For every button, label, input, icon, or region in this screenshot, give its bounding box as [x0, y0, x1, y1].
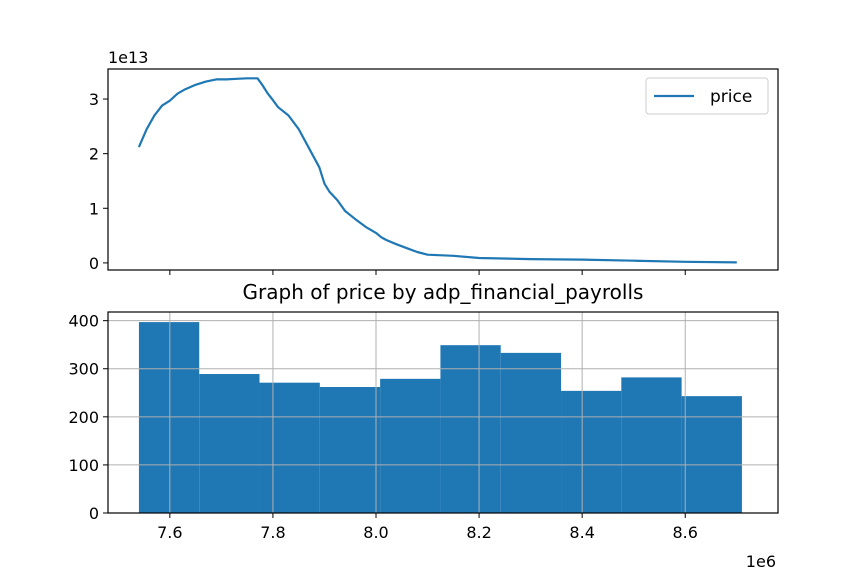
x-tick-label: 8.4	[569, 523, 594, 542]
y-tick-label: 0	[89, 504, 99, 523]
x-tick-label: 7.8	[260, 523, 285, 542]
x-offset-label: 1e6	[746, 552, 776, 571]
histogram-bar	[138, 322, 200, 513]
histogram-bar	[380, 378, 441, 513]
histogram-bar	[500, 352, 562, 513]
histogram-bar	[199, 374, 260, 513]
series-line-price	[137, 77, 737, 264]
histogram-panel: Graph of price by adp_financial_payrolls…	[68, 280, 779, 571]
legend: price	[645, 77, 769, 115]
histogram-bar	[621, 377, 682, 513]
y-tick-label: 100	[68, 456, 99, 475]
x-tick-label: 7.6	[157, 523, 182, 542]
y-offset-label: 1e13	[108, 48, 148, 67]
line-chart-panel: 0 1 2 3 1e13 price	[89, 48, 779, 275]
histogram-bar	[440, 345, 501, 513]
histogram-plot-frame	[107, 311, 779, 514]
y-tick-label: 1	[89, 199, 99, 218]
histogram-bar	[319, 387, 381, 513]
y-tick-label: 0	[89, 254, 99, 273]
y-tick-label: 400	[68, 312, 99, 331]
histogram-bar	[561, 390, 622, 513]
y-tick-label: 200	[68, 408, 99, 427]
x-tick-label: 8.0	[363, 523, 388, 542]
histogram-bar	[259, 382, 320, 513]
histogram-bar	[681, 396, 742, 513]
x-tick-label: 8.6	[673, 523, 698, 542]
line-plot-area: 0 1 2 3	[89, 77, 737, 275]
histogram-plot-area: 0 100 200 300 400 7.6 7.8 8.0 8.2 8.4 8.6	[68, 312, 778, 542]
line-plot-frame	[107, 68, 779, 271]
legend-box	[645, 77, 769, 115]
legend-label-price: price	[710, 87, 752, 107]
x-tick-label: 8.2	[466, 523, 491, 542]
chart-title: Graph of price by adp_financial_payrolls	[243, 280, 644, 304]
y-tick-label: 3	[89, 90, 99, 109]
y-tick-label: 2	[89, 145, 99, 164]
y-tick-label: 300	[68, 360, 99, 379]
